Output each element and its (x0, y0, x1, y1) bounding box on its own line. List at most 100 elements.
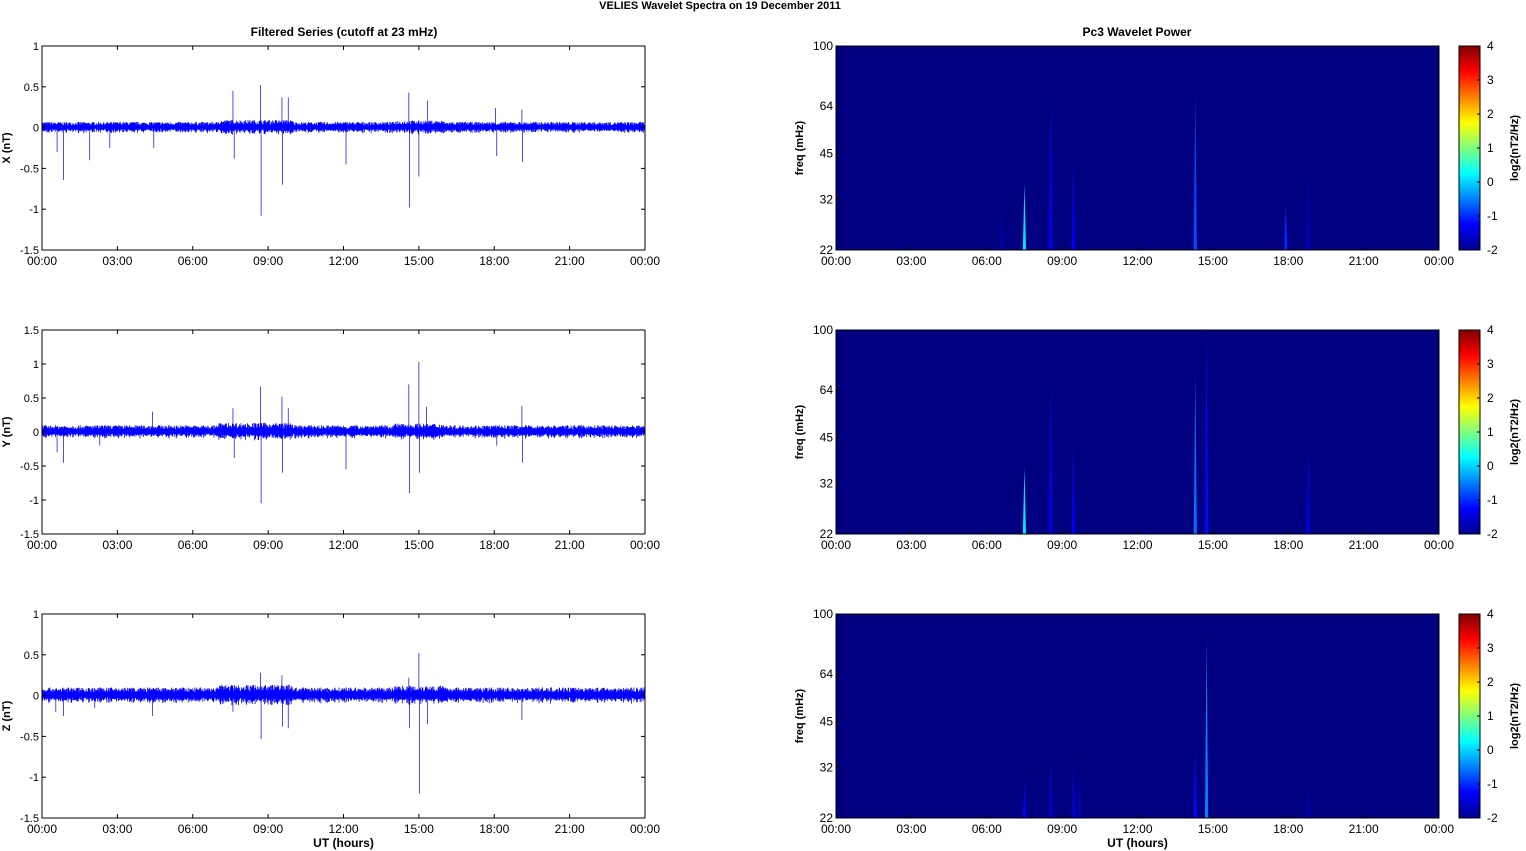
z-colorbar-label: log2(nT2/Hz) (1509, 683, 1521, 749)
y-xtick-label-3: 09:00 (253, 538, 283, 552)
x-xtick-label-6: 18:00 (479, 254, 509, 268)
y-heat-xtick-label-1: 03:00 (896, 538, 926, 552)
z-colorbar-tick-label-0: 4 (1487, 607, 1494, 621)
z-xtick-label-4: 12:00 (328, 822, 358, 836)
z-heat-xtick-label-4: 12:00 (1122, 822, 1152, 836)
x-plot-frame (41, 45, 646, 251)
x-freq-ylabel: freq (mHz) (794, 120, 806, 175)
x-freq-tick-label-0: 100 (813, 39, 833, 53)
y-series-panel: 1.510.50-0.5-1-1.500:00 03:00 06:00 09:00 12… (1, 325, 660, 552)
x-heatmap-background (836, 46, 1439, 250)
x-power-streak-4 (1193, 94, 1197, 251)
x-power-streak-3 (1071, 159, 1076, 250)
z-xtick-label-0: 00:00 (27, 822, 57, 836)
z-heat-xtick-label-2: 06:00 (972, 822, 1002, 836)
z-xlabel: UT (hours) (313, 836, 374, 850)
x-heat-xtick-label-2: 06:00 (972, 254, 1002, 268)
z-heat-xtick-label-6: 18:00 (1273, 822, 1303, 836)
right-column-title: Pc3 Wavelet Power (1083, 25, 1192, 39)
y-freq-tick-label-0: 100 (813, 323, 833, 337)
y-heatmap-background (836, 330, 1439, 534)
x-colorbar-tick-label-5: -1 (1487, 209, 1498, 223)
x-series-panel: 10.50-0.5-1-1.500:00 03:00 06:00 09:00 12:00… (1, 41, 660, 268)
x-ytick-label-4: -1 (29, 204, 39, 216)
x-heat-xtick-label-6: 18:00 (1273, 254, 1303, 268)
x-power-streak-1 (1022, 183, 1027, 250)
y-heat-xtick-label-5: 15:00 (1198, 538, 1228, 552)
x-xtick-label-3: 09:00 (253, 254, 283, 268)
x-colorbar-tick-label-6: -2 (1487, 243, 1498, 257)
y-ylabel: Y (nT) (1, 416, 13, 447)
x-heat-xtick-label-5: 15:00 (1198, 254, 1228, 268)
x-colorbar-tick-label-2: 2 (1487, 107, 1494, 121)
x-heat-xtick-label-0: 00:00 (821, 254, 851, 268)
z-ytick-label-3: -0.5 (20, 731, 39, 743)
y-heat-xtick-label-2: 06:00 (972, 538, 1002, 552)
y-colorbar-tick-label-1: 3 (1487, 357, 1494, 371)
z-colorbar-gradient (1458, 613, 1481, 819)
z-series-panel: 10.50-0.5-1-1.500:00 03:00 06:00 09:00 12:00… (1, 609, 660, 850)
x-colorbar-gradient (1458, 45, 1481, 251)
z-ytick-label-1: 0.5 (24, 650, 39, 662)
y-colorbar-tick-label-4: 0 (1487, 459, 1494, 473)
y-heat-xtick-label-8: 00:00 (1424, 538, 1454, 552)
z-ylabel: Z (nT) (1, 700, 13, 731)
x-colorbar-tick-label-1: 3 (1487, 73, 1494, 87)
x-xtick-label-5: 15:00 (404, 254, 434, 268)
z-power-streak-0 (1022, 780, 1027, 818)
z-freq-tick-label-3: 32 (820, 761, 834, 775)
z-freq-tick-label-1: 64 (820, 667, 834, 681)
x-xtick-label-4: 12:00 (328, 254, 358, 268)
y-power-streak-0 (1022, 467, 1027, 534)
figure-title: VELIES Wavelet Spectra on 19 December 20… (599, 0, 841, 12)
x-power-streak-5 (1284, 203, 1288, 250)
z-freq-tick-label-0: 100 (813, 607, 833, 621)
x-heat-xtick-label-3: 09:00 (1047, 254, 1077, 268)
x-power-streak-6 (1306, 169, 1310, 250)
y-freq-tick-label-4: 22 (820, 527, 834, 541)
z-colorbar-tick-label-5: -1 (1487, 777, 1498, 791)
y-heat-xtick-label-7: 21:00 (1349, 538, 1379, 552)
z-heatmap-background (836, 614, 1439, 818)
y-ytick-label-1: 1 (33, 359, 39, 371)
x-colorbar-tick-label-0: 4 (1487, 39, 1494, 53)
z-xtick-label-3: 09:00 (253, 822, 283, 836)
x-heat-xtick-label-4: 12:00 (1122, 254, 1152, 268)
y-freq-tick-label-3: 32 (820, 477, 834, 491)
y-power-streak-5 (1306, 443, 1310, 534)
z-xtick-label-1: 03:00 (102, 822, 132, 836)
y-colorbar-tick-label-2: 2 (1487, 391, 1494, 405)
z-heat-xtick-label-1: 03:00 (896, 822, 926, 836)
x-power-streak-2 (1049, 94, 1053, 251)
z-power-streak-4 (1193, 747, 1197, 818)
y-heat-xtick-label-0: 00:00 (821, 538, 851, 552)
y-xtick-label-8: 00:00 (630, 538, 660, 552)
x-ytick-label-1: 0.5 (24, 82, 39, 94)
z-trace (41, 684, 646, 706)
y-ytick-label-3: 0 (33, 427, 39, 439)
x-freq-tick-label-2: 45 (820, 147, 834, 161)
x-ytick-label-0: 1 (33, 41, 39, 53)
y-xtick-label-5: 15:00 (404, 538, 434, 552)
x-xtick-label-7: 21:00 (555, 254, 585, 268)
x-ytick-label-3: -0.5 (20, 163, 39, 175)
y-colorbar-tick-label-3: 1 (1487, 425, 1494, 439)
y-colorbar-gradient (1458, 329, 1481, 535)
z-colorbar-tick-label-2: 2 (1487, 675, 1494, 689)
x-freq-tick-label-1: 64 (820, 99, 834, 113)
y-freq-tick-label-1: 64 (820, 383, 834, 397)
z-heat-xtick-label-7: 21:00 (1349, 822, 1379, 836)
z-xtick-label-7: 21:00 (555, 822, 585, 836)
x-ytick-label-5: -1.5 (20, 245, 39, 257)
x-xtick-label-0: 00:00 (27, 254, 57, 268)
y-colorbar-tick-label-6: -2 (1487, 527, 1498, 541)
z-plot-frame (41, 613, 646, 819)
z-freq-tick-label-4: 22 (820, 811, 834, 825)
z-colorbar: 4 3 2 1 0 -1 -2 log2(nT2/Hz) (1458, 607, 1521, 825)
x-colorbar-label: log2(nT2/Hz) (1509, 115, 1521, 181)
y-colorbar-tick-label-0: 4 (1487, 323, 1494, 337)
z-heat-xtick-label-3: 09:00 (1047, 822, 1077, 836)
z-xtick-label-2: 06:00 (178, 822, 208, 836)
left-column-title: Filtered Series (cutoff at 23 mHz) (251, 25, 438, 39)
